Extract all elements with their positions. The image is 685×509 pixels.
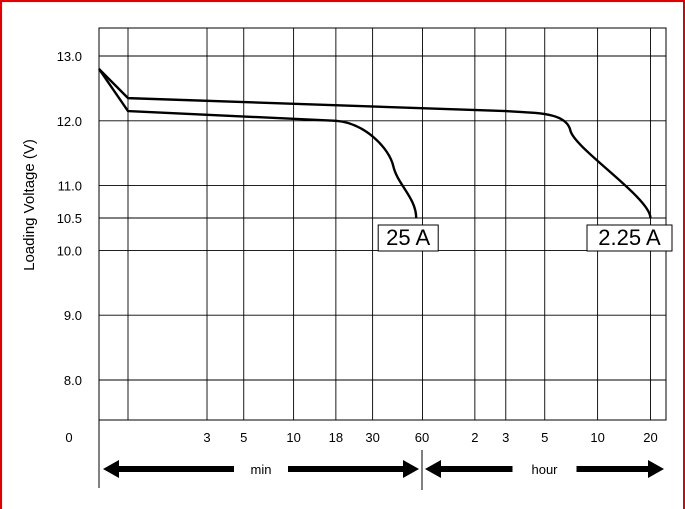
x-tick-labels: 0 3 5 10 18 30 60 2 3 5 10 20 xyxy=(65,430,657,445)
series-label: 2.25 A xyxy=(598,225,661,250)
y-tick-label: 12.0 xyxy=(57,114,82,129)
x-tick-label: 10 xyxy=(590,430,604,445)
curves xyxy=(98,68,652,219)
x-tick-label: 5 xyxy=(541,430,548,445)
x-tick-label: 5 xyxy=(240,430,247,445)
min-arrow-left-head xyxy=(103,460,119,478)
y-tick-label: 10.5 xyxy=(57,211,82,226)
x-tick-label: 2 xyxy=(471,430,478,445)
y-tick-label: 8.0 xyxy=(64,373,82,388)
plot-area xyxy=(98,27,667,421)
y-tick-label: 11.0 xyxy=(58,179,82,194)
min-arrow-shaft xyxy=(117,466,234,472)
min-arrow-right-head xyxy=(403,460,419,478)
x-tick-label: 0 xyxy=(65,430,72,445)
x-tick-label: 3 xyxy=(502,430,509,445)
series-line xyxy=(98,68,652,219)
y-tick-label: 10.0 xyxy=(57,243,82,258)
y-tick-label: 9.0 xyxy=(64,308,82,323)
x-tick-label: 30 xyxy=(365,430,379,445)
hour-arrow-shaft xyxy=(439,466,513,472)
time-segment-arrows: min hour xyxy=(98,420,664,490)
series-label-box xyxy=(586,224,673,252)
y-axis-label: Loading Voltage (V) xyxy=(21,139,38,271)
hour-arrow-label: hour xyxy=(531,462,558,477)
x-tick-label: 10 xyxy=(286,430,300,445)
series-label: 25 A xyxy=(386,225,430,250)
hour-arrow-right-head xyxy=(648,460,664,478)
y-tick-labels: 13.0 12.0 11.0 10.5 10.0 9.0 8.0 xyxy=(57,49,82,388)
grid-lines xyxy=(99,28,666,420)
series-label-box xyxy=(377,224,439,252)
hour-arrow-shaft xyxy=(576,466,650,472)
min-arrow-label: min xyxy=(251,462,272,477)
hour-arrow-left-head xyxy=(425,460,441,478)
series-labels: 25 A 2.25 A xyxy=(377,224,673,252)
x-tick-label: 60 xyxy=(415,430,429,445)
series-line xyxy=(98,68,418,219)
min-arrow-shaft xyxy=(288,466,405,472)
x-tick-label: 3 xyxy=(203,430,210,445)
y-tick-label: 13.0 xyxy=(57,49,82,64)
x-tick-label: 20 xyxy=(643,430,657,445)
x-tick-label: 18 xyxy=(329,430,343,445)
